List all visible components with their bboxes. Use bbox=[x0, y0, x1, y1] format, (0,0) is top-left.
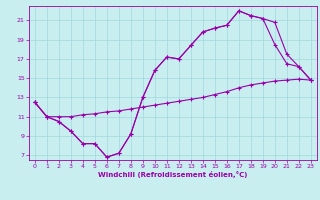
X-axis label: Windchill (Refroidissement éolien,°C): Windchill (Refroidissement éolien,°C) bbox=[98, 171, 247, 178]
